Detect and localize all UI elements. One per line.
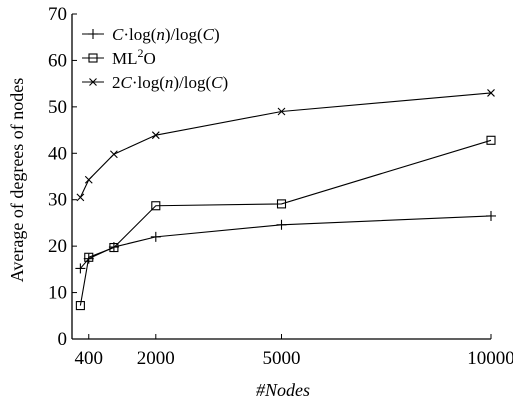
data-point-plus <box>75 263 86 274</box>
x-tick-label: 10000 <box>467 348 513 369</box>
y-tick-label: 30 <box>48 190 67 211</box>
legend-marker-cross <box>89 78 97 86</box>
legend-label: ML2O <box>112 46 156 68</box>
series-line <box>79 215 492 269</box>
y-axis-title: Average of degrees of nodes <box>7 78 27 283</box>
data-point-plus <box>276 219 287 230</box>
axes <box>71 13 492 340</box>
data-point-plus <box>150 231 161 242</box>
data-point-square <box>109 242 119 253</box>
legend-label: C·log(n)/log(C) <box>112 25 220 44</box>
y-tick-label: 0 <box>58 329 68 350</box>
x-tick-label: 400 <box>75 348 104 369</box>
legend-marker-square <box>88 53 98 63</box>
legend-item-cross: 2C·log(n)/log(C) <box>82 73 228 92</box>
series-layer <box>75 89 496 311</box>
data-point-cross <box>277 107 286 116</box>
series-plus <box>75 210 496 274</box>
data-point-square <box>84 252 94 262</box>
series-square <box>75 135 496 311</box>
data-point-plus <box>486 210 496 221</box>
data-point-cross <box>110 150 118 159</box>
series-cross <box>76 89 495 202</box>
y-tick-label: 40 <box>48 143 67 164</box>
legend-item-plus: C·log(n)/log(C) <box>82 25 220 44</box>
legend-label: 2C·log(n)/log(C) <box>112 73 228 92</box>
data-point-cross <box>76 193 85 202</box>
series-line <box>79 92 492 198</box>
data-point-cross <box>487 89 495 97</box>
data-point-cross <box>151 131 160 140</box>
series-line <box>79 139 492 306</box>
legend-item-square: ML2O <box>82 46 156 68</box>
data-point-cross <box>84 175 93 184</box>
y-tick-label: 50 <box>48 97 67 118</box>
data-point-square <box>75 301 85 311</box>
x-tick-label: 5000 <box>263 348 301 369</box>
y-tick-label: 10 <box>48 283 67 304</box>
y-tick-label: 20 <box>48 236 67 257</box>
data-point-square <box>151 201 161 211</box>
x-axis-title: #Nodes <box>256 380 310 400</box>
data-point-square <box>276 199 287 209</box>
y-tick-label: 70 <box>48 4 67 25</box>
data-point-square <box>486 135 496 145</box>
legend-marker-plus <box>88 29 98 39</box>
tick-labels: 0 10 20 30 40 50 60 70 400 2000 5000 10000 <box>48 4 513 369</box>
x-tick-label: 2000 <box>137 348 175 369</box>
y-tick-label: 60 <box>48 50 67 71</box>
legend: C·log(n)/log(C) ML2O 2C·log(n)/log(C) <box>82 25 228 92</box>
